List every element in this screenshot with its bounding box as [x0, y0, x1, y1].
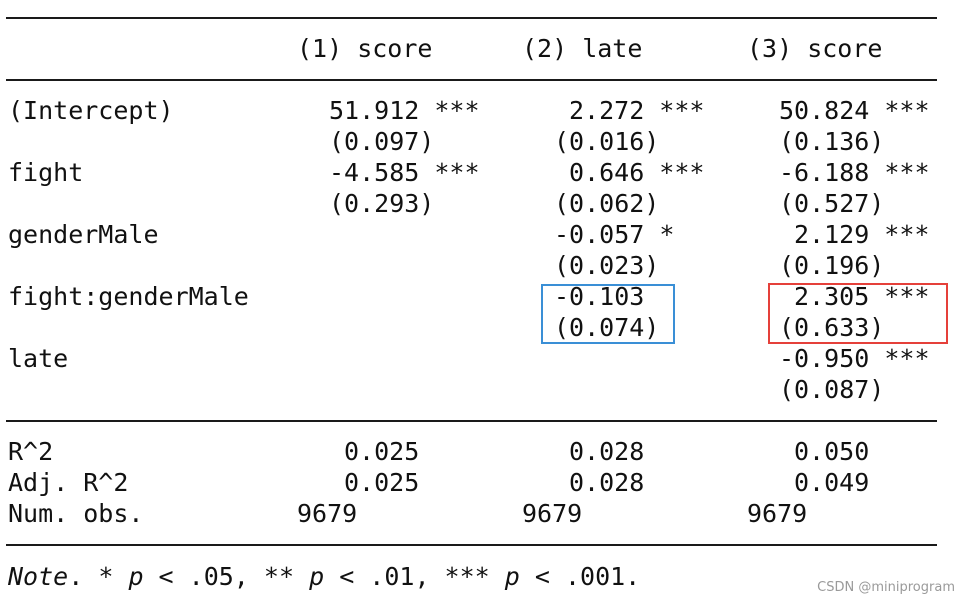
row-label-gendermale: genderMale	[8, 220, 159, 249]
se-fight-col1: (0.293)	[329, 189, 435, 218]
se-intercept-col3: (0.136)	[779, 127, 885, 156]
bottom-rule	[6, 544, 937, 546]
row-label-fight: fight	[8, 158, 84, 187]
coef-late-col3: -0.950 ***	[779, 344, 930, 373]
se-fight-col2: (0.062)	[554, 189, 660, 218]
column-header-2: (2) late	[522, 34, 643, 63]
se-fight-gendermale-col2: (0.074)	[554, 313, 660, 342]
se-gendermale-col3: (0.196)	[779, 251, 885, 280]
coef-fight-col1: -4.585 ***	[329, 158, 480, 187]
se-intercept-col2: (0.016)	[554, 127, 660, 156]
note-text-4: < .001.	[519, 562, 641, 591]
stat-label-num-obs: Num. obs.	[8, 499, 144, 528]
se-gendermale-col2: (0.023)	[554, 251, 660, 280]
coef-gendermale-col2: -0.057 *	[554, 220, 675, 249]
stat-label-r2: R^2	[8, 437, 54, 466]
stat-adj-r2-col3: 0.049	[794, 468, 870, 497]
coef-fight-col2: 0.646 ***	[569, 158, 705, 187]
stat-num-obs-col2: 9679	[522, 499, 583, 528]
coef-fight-gendermale-col2: -0.103	[554, 282, 645, 311]
stat-num-obs-col3: 9679	[747, 499, 808, 528]
stat-num-obs-col1: 9679	[297, 499, 358, 528]
note-p-1: p	[128, 562, 144, 591]
top-rule	[6, 17, 937, 19]
stat-label-adj-r2: Adj. R^2	[8, 468, 129, 497]
row-label-intercept: (Intercept)	[8, 96, 174, 125]
stat-adj-r2-col2: 0.028	[569, 468, 645, 497]
stat-r2-col3: 0.050	[794, 437, 870, 466]
note-p-2: p	[309, 562, 325, 591]
column-header-3: (3) score	[747, 34, 883, 63]
watermark: CSDN @miniprogram	[817, 580, 955, 595]
header-rule	[6, 79, 937, 81]
stat-r2-col2: 0.028	[569, 437, 645, 466]
coef-intercept-col1: 51.912 ***	[329, 96, 480, 125]
se-intercept-col1: (0.097)	[329, 127, 435, 156]
se-late-col3: (0.087)	[779, 375, 885, 404]
stat-adj-r2-col1: 0.025	[344, 468, 420, 497]
stat-r2-col1: 0.025	[344, 437, 420, 466]
column-header-1: (1) score	[297, 34, 433, 63]
note-text-2: < .05, **	[143, 562, 310, 591]
highlight-box-red	[768, 283, 948, 344]
coef-gendermale-col3: 2.129 ***	[794, 220, 930, 249]
row-label-late: late	[8, 344, 69, 373]
coef-fight-col3: -6.188 ***	[779, 158, 930, 187]
note-prefix: Note	[8, 562, 69, 591]
row-label-fight-gendermale: fight:genderMale	[8, 282, 249, 311]
se-fight-col3: (0.527)	[779, 189, 885, 218]
coef-fight-gendermale-col3: 2.305 ***	[794, 282, 930, 311]
note-text-3: < .01, ***	[324, 562, 505, 591]
highlight-box-blue	[541, 284, 675, 344]
significance-note: Note. * p < .05, ** p < .01, *** p < .00…	[8, 561, 640, 592]
stats-rule	[6, 420, 937, 422]
note-p-3: p	[504, 562, 520, 591]
coef-intercept-col3: 50.824 ***	[779, 96, 930, 125]
note-text-1: . *	[68, 562, 129, 591]
coef-intercept-col2: 2.272 ***	[569, 96, 705, 125]
se-fight-gendermale-col3: (0.633)	[779, 313, 885, 342]
